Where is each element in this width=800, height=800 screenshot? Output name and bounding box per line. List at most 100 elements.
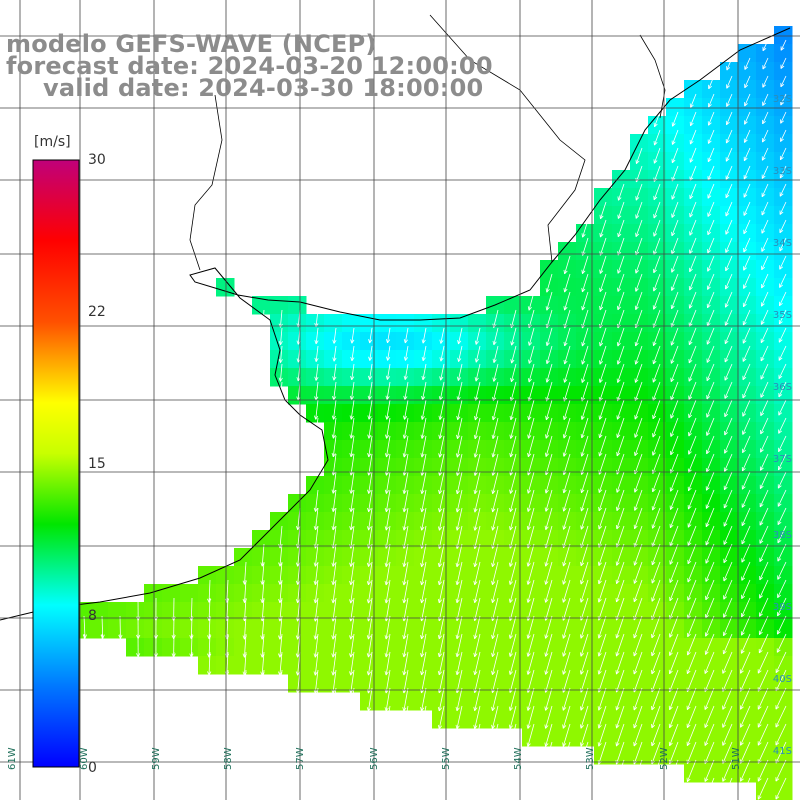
wind-arrow — [563, 291, 571, 311]
wind-speed-cell — [774, 26, 793, 45]
wind-speed-cell — [540, 728, 559, 747]
wind-speed-cell — [540, 296, 559, 315]
wind-arrow — [403, 399, 409, 420]
wind-arrow — [313, 489, 319, 512]
wind-arrow — [777, 597, 787, 617]
wind-arrow — [313, 651, 319, 676]
wind-speed-cell — [594, 692, 613, 711]
wind-speed-cell — [378, 566, 397, 585]
wind-arrow — [742, 327, 751, 344]
wind-arrow — [526, 507, 535, 531]
wind-arrow — [742, 399, 751, 417]
wind-arrow — [331, 507, 337, 531]
wind-speed-cell — [486, 620, 505, 639]
wind-arrow — [349, 687, 355, 712]
wind-arrow — [384, 543, 391, 567]
wind-arrow — [778, 363, 787, 380]
wind-speed-cell — [378, 602, 397, 621]
wind-arrow — [706, 273, 715, 290]
wind-arrow — [491, 507, 499, 531]
wind-speed-cell — [288, 584, 307, 603]
wind-speed-cell — [540, 386, 559, 405]
wind-arrow — [615, 615, 625, 639]
wind-speed-cell — [702, 440, 721, 459]
wind-speed-cell — [738, 62, 757, 81]
wind-speed-cell — [774, 602, 793, 621]
wind-arrow — [457, 327, 463, 345]
wind-speed-cell — [666, 512, 685, 531]
wind-arrow — [420, 399, 427, 420]
wind-arrow — [599, 273, 607, 293]
wind-arrow — [314, 381, 319, 401]
wind-arrow — [708, 75, 715, 90]
wind-arrow — [652, 417, 661, 438]
wind-arrow — [617, 255, 625, 274]
wind-speed-cell — [702, 116, 721, 135]
wind-arrow — [384, 471, 391, 494]
wind-arrow — [743, 237, 751, 253]
wind-speed-cell — [666, 602, 685, 621]
wind-speed-cell — [774, 134, 793, 153]
wind-arrow — [473, 633, 481, 658]
wind-speed-cell — [594, 674, 613, 693]
wind-arrow — [778, 309, 787, 325]
wind-speed-cell — [504, 476, 523, 495]
wind-arrow — [634, 417, 643, 438]
wind-arrow — [723, 471, 733, 491]
wind-arrow — [563, 327, 571, 347]
wind-arrow — [705, 579, 715, 601]
wind-speed-cell — [486, 332, 505, 351]
wind-arrow — [402, 651, 409, 676]
wind-arrow — [759, 561, 769, 581]
wind-arrow — [437, 705, 445, 730]
wind-speed-cell — [558, 602, 577, 621]
wind-arrow — [491, 633, 499, 657]
wind-arrow — [704, 777, 715, 800]
wind-arrow — [579, 723, 589, 747]
wind-arrow — [778, 345, 787, 361]
wind-arrow — [579, 633, 589, 657]
wind-arrow — [762, 75, 769, 88]
wind-arrow — [633, 651, 643, 675]
wind-arrow — [726, 75, 733, 89]
wind-speed-cell — [234, 638, 253, 657]
wind-speed-cell — [756, 494, 775, 513]
wind-speed-cell — [738, 710, 757, 729]
wind-arrow — [455, 507, 463, 531]
wind-speed-cell — [558, 260, 577, 279]
wind-arrow — [742, 381, 751, 399]
wind-speed-cell — [540, 440, 559, 459]
wind-speed-cell — [288, 674, 307, 693]
wind-arrow — [473, 489, 481, 513]
wind-arrow — [581, 273, 589, 293]
wind-arrow — [314, 363, 319, 381]
wind-arrow — [562, 489, 571, 512]
wind-speed-cell — [774, 512, 793, 531]
wind-speed-cell — [612, 350, 631, 369]
wind-arrow — [366, 633, 373, 658]
wind-speed-cell — [378, 386, 397, 405]
wind-speed-cell — [684, 188, 703, 207]
wind-speed-cell — [774, 260, 793, 279]
wind-arrow — [615, 759, 625, 783]
wind-arrow — [633, 687, 643, 711]
wind-speed-cell — [774, 80, 793, 99]
wind-speed-cell — [486, 350, 505, 369]
wind-arrow — [689, 219, 697, 236]
wind-arrow — [581, 219, 589, 238]
wind-speed-cell — [774, 530, 793, 549]
wind-arrow — [562, 417, 571, 439]
wind-speed-cell — [324, 404, 343, 423]
wind-arrow — [332, 381, 337, 401]
wind-arrow — [350, 363, 355, 381]
wind-arrow — [313, 633, 319, 658]
wind-speed-cell — [594, 746, 613, 765]
wind-arrow — [707, 237, 715, 254]
wind-speed-cell — [612, 260, 631, 279]
wind-speed-cell — [270, 566, 289, 585]
wind-arrow — [455, 543, 463, 568]
wind-arrow — [544, 723, 553, 747]
wind-speed-cell — [720, 332, 739, 351]
wind-arrow — [686, 633, 697, 656]
